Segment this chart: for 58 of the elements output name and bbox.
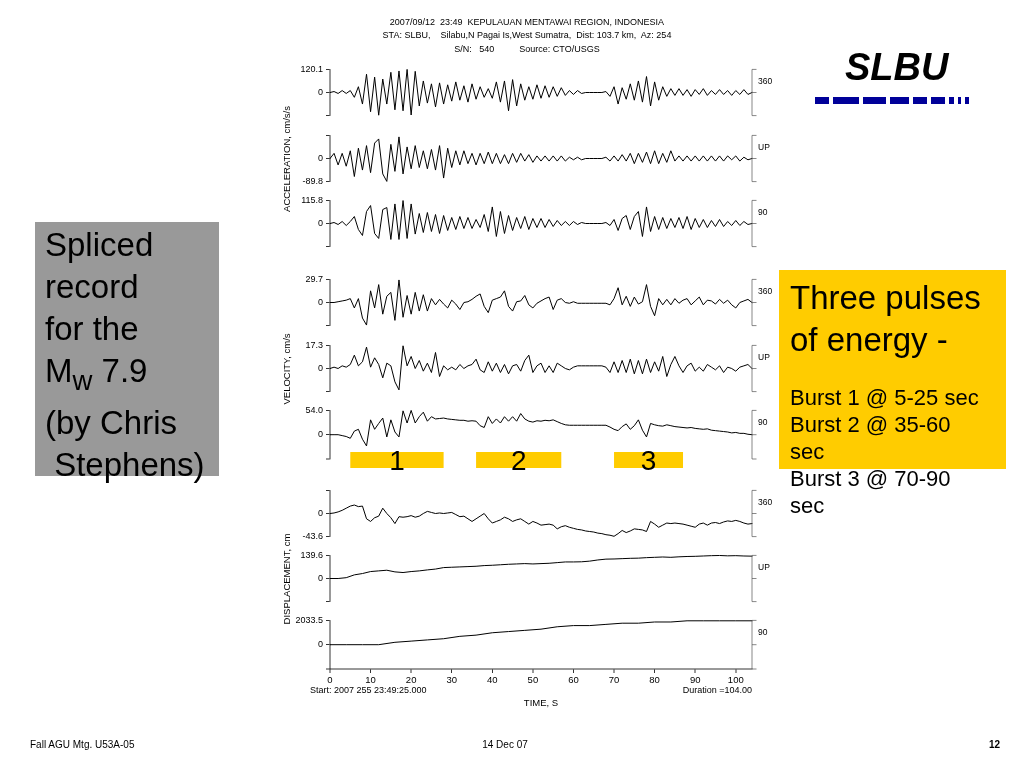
x-tick-label: 70 bbox=[608, 674, 620, 686]
band-label: 3 bbox=[640, 444, 657, 476]
y-tick-label: 0 bbox=[317, 152, 323, 163]
x-tick-label: 50 bbox=[527, 674, 539, 686]
x-tick-label: 40 bbox=[487, 674, 498, 686]
band-label: 1 bbox=[389, 444, 405, 476]
y-tick-label: -89.8 bbox=[302, 176, 323, 187]
series-label: UP bbox=[758, 351, 771, 362]
text: Start: 2007 255 23:49:25.000 bbox=[310, 685, 427, 696]
y-tick-label: 54.0 bbox=[305, 404, 323, 415]
text: Burst 2 @ 35-60 sec bbox=[790, 411, 952, 465]
y-tick-label: 0 bbox=[317, 572, 323, 583]
text: 360 bbox=[758, 496, 773, 507]
y-tick-label: 0 bbox=[317, 86, 323, 97]
chart-title: 2007/09/12 23:49 KEPULAUAN MENTAWAI REGION, INDONESIA bbox=[388, 15, 666, 29]
y-tick-label: 29.7 bbox=[305, 273, 323, 284]
y-tick-label: 17.3 bbox=[305, 339, 323, 350]
series-label: 90 bbox=[758, 206, 768, 217]
text: SLBU bbox=[845, 46, 949, 88]
y-tick-label: -43.6 bbox=[302, 531, 323, 542]
x-axis-title: TIME, S bbox=[523, 696, 559, 708]
x-tick-label: 100 bbox=[727, 674, 744, 686]
series-label: 90 bbox=[758, 416, 768, 427]
text: 12 bbox=[988, 739, 1000, 750]
series-label: 360 bbox=[758, 285, 773, 296]
band-label: 2 bbox=[510, 444, 527, 476]
series-label: UP bbox=[758, 141, 771, 152]
y-tick-label: 139.6 bbox=[300, 549, 323, 560]
y-tick-label: 115.8 bbox=[301, 194, 323, 205]
text: Spliced record for the M$_{w}$ 7.9 (by Chris Stephens) bbox=[45, 225, 205, 485]
series-label: 90 bbox=[758, 626, 768, 637]
y-tick-label: 120.1 bbox=[300, 63, 323, 74]
y-tick-label: 0 bbox=[317, 217, 323, 228]
text: Fall AGU Mtg. U53A-05 bbox=[30, 739, 135, 750]
x-tick-label: 80 bbox=[649, 674, 660, 686]
series-label: 360 bbox=[758, 75, 773, 86]
x-tick-label: 20 bbox=[405, 674, 417, 686]
x-tick-label: 0 bbox=[327, 674, 333, 686]
x-tick-label: 90 bbox=[689, 674, 701, 686]
text: Burst 3 @ 70-90 sec bbox=[790, 465, 952, 519]
y-tick-label: 0 bbox=[317, 362, 323, 373]
x-tick-label: 30 bbox=[446, 674, 458, 686]
text: Duration =104.00 bbox=[682, 685, 752, 696]
y-tick-label: 0 bbox=[317, 507, 323, 518]
y-tick-label: 0 bbox=[317, 639, 323, 650]
y-tick-label: 2033.5 bbox=[295, 614, 323, 625]
text: 14 Dec 07 bbox=[482, 739, 528, 750]
y-tick-label: 0 bbox=[317, 296, 323, 307]
y-tick-label: 0 bbox=[317, 429, 323, 440]
series-label: UP bbox=[758, 561, 771, 572]
y-axis-title: DISPLACEMENT, cm bbox=[281, 533, 292, 624]
chart-subtitle: STA: SLBU, Silabu,N Pagai Is,West Sumatra, Dist: 103.7 km, Az: 254 S/N: 540 Source: CTO/USGS bbox=[381, 29, 673, 56]
x-tick-label: 60 bbox=[568, 674, 579, 686]
x-tick-label: 10 bbox=[365, 674, 376, 686]
text: Burst 1 @ 5-25 sec bbox=[790, 384, 980, 411]
y-axis-title: ACCELERATION, cm/s/s bbox=[281, 105, 292, 212]
y-axis-title: VELOCITY, cm/s bbox=[281, 332, 292, 405]
text: Three pulses of energy - bbox=[790, 278, 982, 360]
